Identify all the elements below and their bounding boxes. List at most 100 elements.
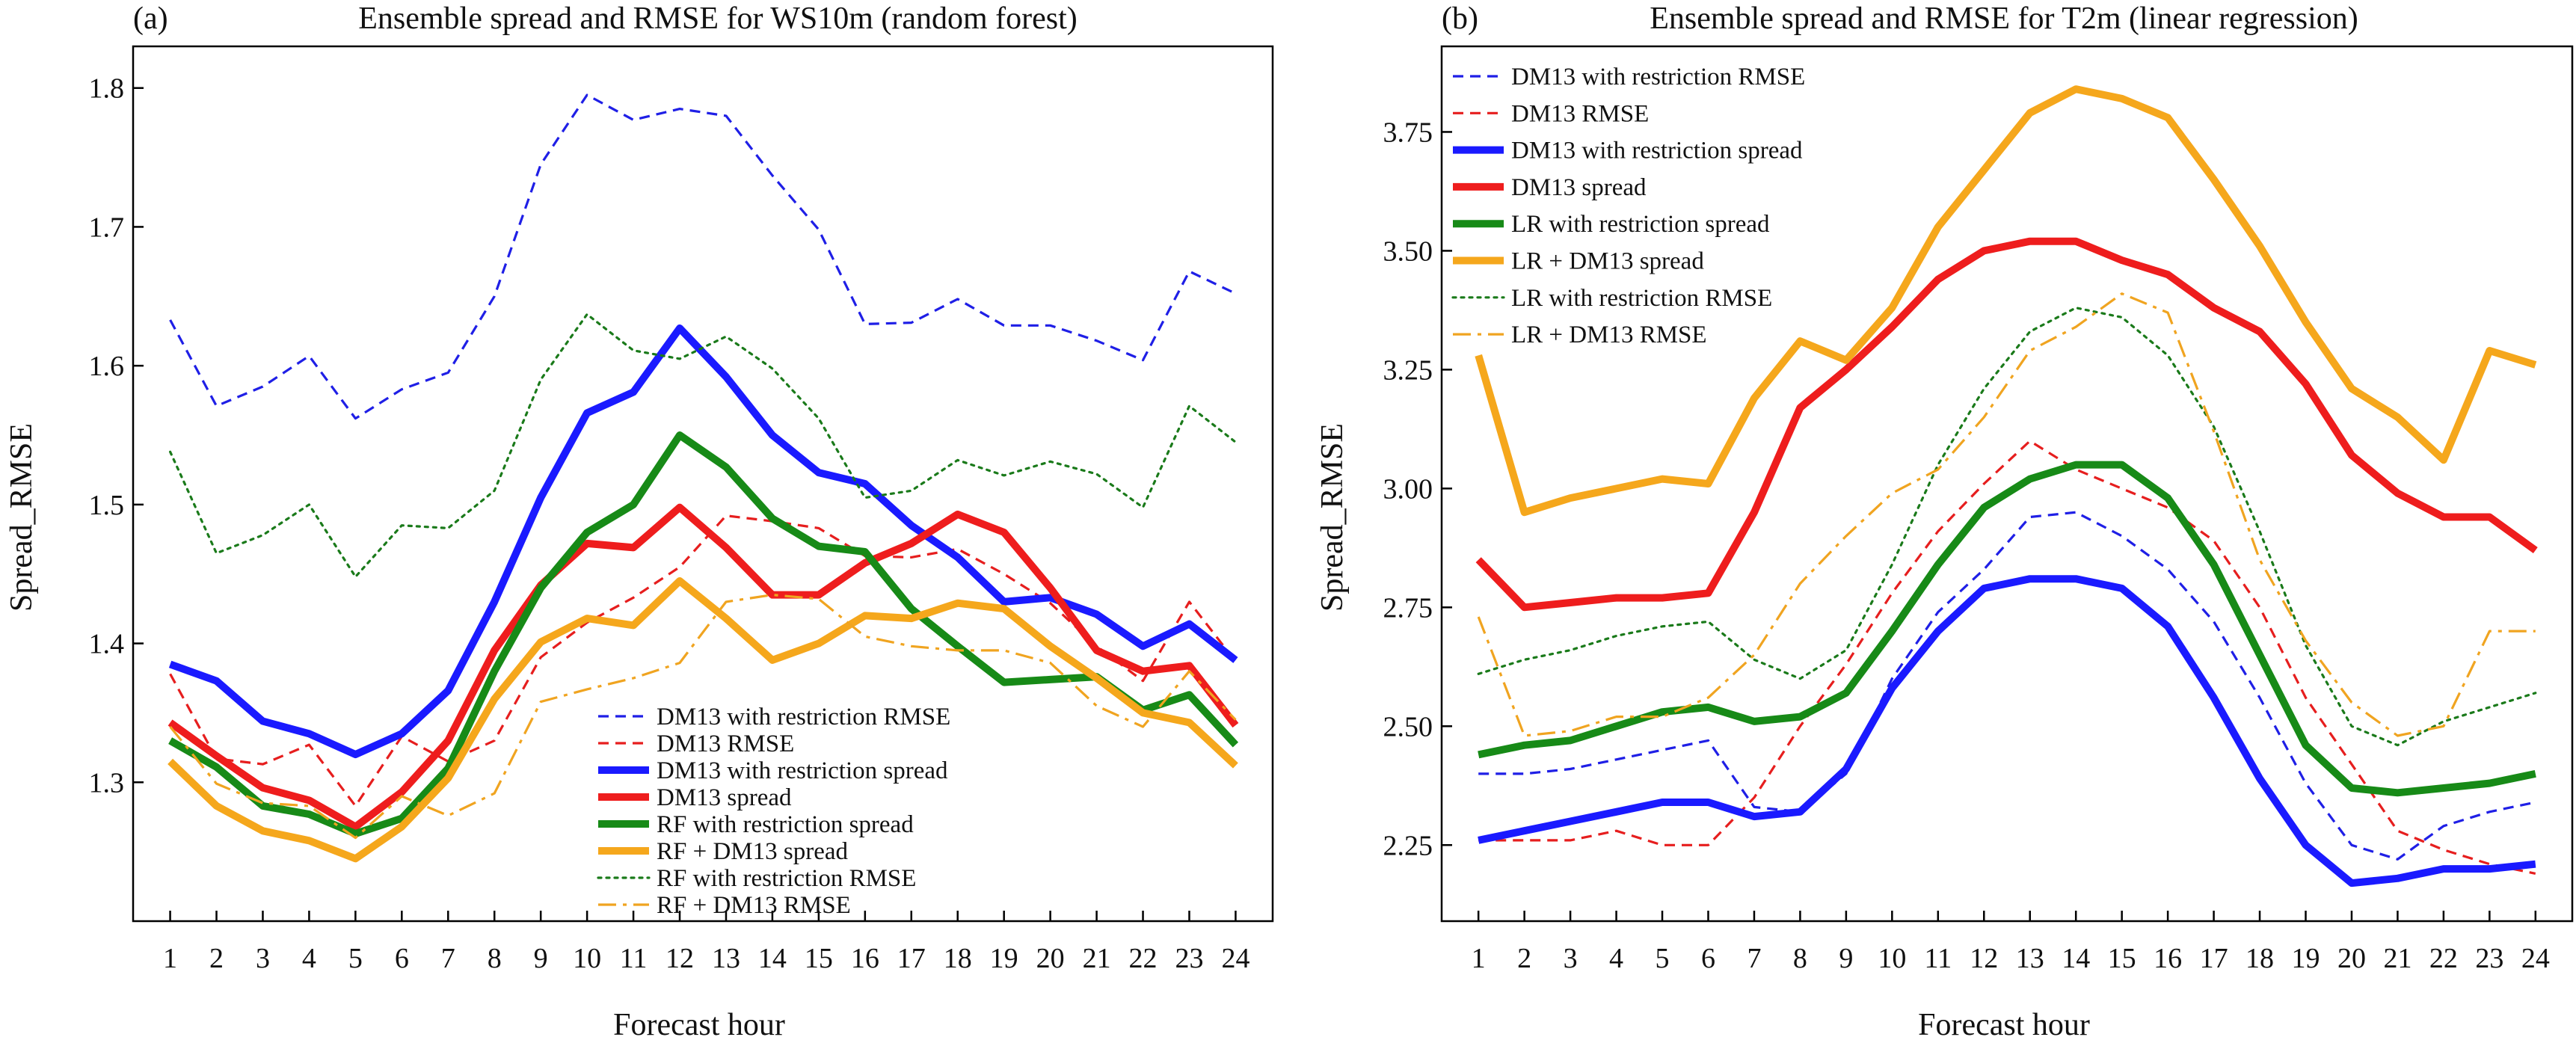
panel-a-title: Ensemble spread and RMSE for WS10m (rand… xyxy=(358,1,1078,36)
panel-a-xtick-label: 4 xyxy=(302,943,316,974)
panel-b-series-line-1 xyxy=(1478,511,2536,861)
panel-a-legend-label: DM13 with restriction RMSE xyxy=(657,704,950,730)
panel-b-xtick-label: 9 xyxy=(1839,943,1853,974)
panel-a-ytick-label: 1.4 xyxy=(89,629,125,660)
panel-a-xtick-label: 22 xyxy=(1129,943,1158,974)
panel-b-legend-label: DM13 RMSE xyxy=(1511,100,1649,127)
panel-b-legend-label: LR + DM13 RMSE xyxy=(1511,322,1707,348)
panel-a-series-line-8 xyxy=(169,593,1237,840)
panel-a-xtick-label: 12 xyxy=(665,943,694,974)
panel-b-xtick-label: 21 xyxy=(2383,943,2411,974)
panel-b-legend: DM13 with restriction RMSE DM13 RMSE DM13 … xyxy=(1451,64,1805,348)
panel-b-series-line-7 xyxy=(1477,307,2537,747)
panel-a-xtick-label: 17 xyxy=(897,943,926,974)
panel-a-xtick-label: 23 xyxy=(1175,943,1203,974)
panel-a-xtick-label: 6 xyxy=(395,943,409,974)
panel-a-ylabel: Spread_RMSE xyxy=(4,423,39,612)
panel-a-xtick-label: 18 xyxy=(944,943,972,974)
panel-a-xtick-label: 16 xyxy=(851,943,879,974)
panel-b-xtick-label: 18 xyxy=(2245,943,2274,974)
panel-a-xtick-label: 24 xyxy=(1221,943,1249,974)
panel-b-legend-label: DM13 with restriction spread xyxy=(1511,138,1803,164)
panel-b-ytick-label: 3.00 xyxy=(1383,473,1433,505)
panel-b-xtick-label: 4 xyxy=(1609,943,1623,974)
panel-a-xtick-label: 14 xyxy=(758,943,787,974)
panel-b-xtick-label: 16 xyxy=(2154,943,2182,974)
panel-b-xtick-label: 22 xyxy=(2429,943,2458,974)
panel-b-legend-label: LR + DM13 spread xyxy=(1511,248,1704,275)
panel-b-xtick-label: 23 xyxy=(2475,943,2503,974)
panel-b-ytick-label: 3.50 xyxy=(1383,236,1433,267)
panel-a-legend-label: DM13 RMSE xyxy=(657,730,794,757)
panel-a-legend-label: DM13 with restriction spread xyxy=(657,757,948,784)
panel-a-plot-frame xyxy=(132,45,1274,923)
panel-b-xtick-label: 19 xyxy=(2292,943,2320,974)
panel-a-xtick-label: 11 xyxy=(620,943,648,974)
panel-b-legend-label: DM13 with restriction RMSE xyxy=(1511,64,1805,90)
panel-b-series-line-3 xyxy=(1478,575,2536,887)
panel-a-xtick-label: 5 xyxy=(348,943,363,974)
panel-b-xtick-label: 20 xyxy=(2337,943,2366,974)
panel-a-series-line-3 xyxy=(168,324,1238,759)
panel-b-xtick-label: 12 xyxy=(1970,943,1998,974)
panel-b-plot-frame xyxy=(1440,45,2574,923)
panel-b-series-line-5 xyxy=(1478,461,2536,797)
panel-b-xtick-label: 17 xyxy=(2200,943,2228,974)
panel-b-series-line-8 xyxy=(1477,292,2536,737)
panel-b-xtick-label: 7 xyxy=(1747,943,1761,974)
panel-a-ytick-label: 1.3 xyxy=(89,767,125,799)
panel-a-label: (a) xyxy=(133,1,168,36)
panel-b: (b) Ensemble spread and RMSE for T2m (li… xyxy=(1315,1,2574,1042)
panel-a-xlabel: Forecast hour xyxy=(613,1008,785,1042)
panel-a-series-line-7 xyxy=(169,313,1238,579)
panel-b-xtick-label: 3 xyxy=(1564,943,1578,974)
panel-a-ytick-label: 1.8 xyxy=(89,73,125,105)
panel-b-xtick-label: 6 xyxy=(1701,943,1715,974)
panel-b-legend-label: LR with restriction spread xyxy=(1511,211,1770,238)
panel-b-series-line-2 xyxy=(1478,440,2536,875)
panel-a-xtick-label: 2 xyxy=(209,943,224,974)
panel-b-xtick-label: 2 xyxy=(1517,943,1531,974)
panel-a-legend-label: RF + DM13 RMSE xyxy=(657,892,851,919)
panel-a-legend-label: DM13 spread xyxy=(657,784,792,811)
panel-b-ytick-label: 2.25 xyxy=(1383,830,1433,861)
panel-a-xtick-label: 3 xyxy=(256,943,270,974)
panel-a-legend-label: RF with restriction spread xyxy=(657,811,914,838)
panel-b-series-line-6 xyxy=(1475,85,2537,517)
panel-a-xtick-label: 1 xyxy=(163,943,177,974)
panel-b-legend-label: LR with restriction RMSE xyxy=(1511,285,1772,312)
panel-b-label: (b) xyxy=(1442,1,1478,36)
panel-b-xtick-label: 1 xyxy=(1472,943,1486,974)
panel-b-title: Ensemble spread and RMSE for T2m (linear… xyxy=(1650,1,2358,36)
panel-a-series-line-4 xyxy=(167,503,1239,831)
panel-b-ytick-label: 3.25 xyxy=(1383,354,1433,386)
panel-b-xtick-label: 8 xyxy=(1793,943,1807,974)
panel-a-xtick-label: 7 xyxy=(441,943,455,974)
panel-b-xtick-label: 13 xyxy=(2016,943,2044,974)
panel-b-ytick-label: 3.75 xyxy=(1383,117,1433,148)
panel-a-legend-label: RF + DM13 spread xyxy=(657,838,849,865)
panel-b-xlabel: Forecast hour xyxy=(1918,1008,2090,1042)
panel-a-xtick-label: 9 xyxy=(534,943,548,974)
panel-a-ytick-label: 1.5 xyxy=(89,490,125,521)
panel-b-xtick-label: 11 xyxy=(1925,943,1952,974)
panel-b-ytick-label: 2.50 xyxy=(1383,711,1433,742)
panel-a-series-line-6 xyxy=(167,577,1238,863)
panel-b-xtick-label: 24 xyxy=(2521,943,2550,974)
panel-a-xtick-label: 15 xyxy=(805,943,833,974)
panel-a-xtick-label: 13 xyxy=(712,943,740,974)
panel-a-xtick-label: 21 xyxy=(1083,943,1111,974)
panel-b-xtick-label: 10 xyxy=(1878,943,1906,974)
panel-a-series-line-1 xyxy=(169,93,1237,420)
panel-a-xtick-label: 8 xyxy=(488,943,502,974)
panel-b-ytick-label: 2.75 xyxy=(1383,592,1433,624)
panel-a-xtick-label: 10 xyxy=(573,943,601,974)
panel-a-ytick-label: 1.6 xyxy=(89,351,125,382)
panel-a-legend-label: RF with restriction RMSE xyxy=(657,865,916,892)
panel-a-xtick-label: 19 xyxy=(990,943,1018,974)
panel-a: (a) Ensemble spread and RMSE for WS10m (… xyxy=(4,1,1274,1042)
panel-b-series-line-4 xyxy=(1475,237,2538,612)
panel-b-xtick-label: 15 xyxy=(2108,943,2136,974)
